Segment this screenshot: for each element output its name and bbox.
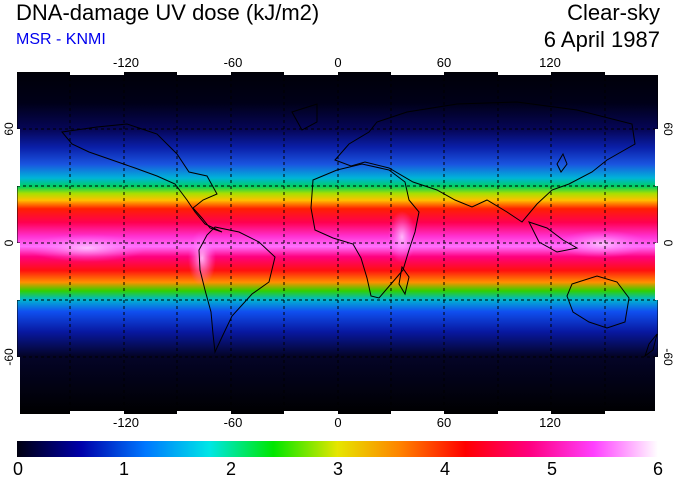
uv-maximum-andes: [188, 230, 216, 286]
uv-maximum-east-africa: [388, 211, 416, 263]
lat-tick-right-60n: 60: [661, 122, 675, 136]
colorbar-tick-5: 5: [546, 459, 558, 479]
map-date: 6 April 1987: [543, 27, 660, 52]
lon-tick-bottom-e120: 120: [539, 415, 561, 430]
lat-tick-left-0: 0: [2, 239, 16, 247]
uv-maximum-pacific: [27, 234, 147, 262]
lat-tick-right-60s: -60: [661, 348, 675, 366]
colorbar-tick-2: 2: [225, 459, 237, 479]
lon-tick-top-w60: -60: [223, 55, 243, 70]
lon-tick-bottom-w120: -120: [112, 415, 140, 430]
colorbar-tick-1: 1: [118, 459, 130, 479]
colorbar-tick-4: 4: [439, 459, 451, 479]
lon-tick-bottom-0: 0: [334, 415, 342, 430]
sky-condition: Clear-sky: [567, 0, 660, 25]
lon-tick-top-e120: 120: [539, 55, 561, 70]
colorbar-tick-3: 3: [332, 459, 344, 479]
map-border: [17, 72, 658, 414]
map-source: MSR - KNMI: [16, 31, 106, 48]
lon-tick-bottom-e60: 60: [436, 415, 452, 430]
colorbar-tick-0: 0: [12, 459, 24, 479]
lat-tick-right-0: 0: [661, 239, 675, 247]
lon-tick-top-0: 0: [334, 55, 342, 70]
lat-tick-left-60n: 60: [2, 122, 16, 136]
colorbar: [17, 441, 658, 457]
lon-tick-top-w120: -120: [112, 55, 140, 70]
lon-tick-top-e60: 60: [436, 55, 452, 70]
uv-dose-map: [17, 72, 658, 414]
colorbar-tick-6: 6: [652, 459, 664, 479]
lon-tick-bottom-w60: -60: [223, 415, 243, 430]
map-title: DNA-damage UV dose (kJ/m2): [16, 0, 320, 25]
uv-maximum-west-pacific: [557, 230, 647, 258]
graticule: [17, 72, 658, 414]
lat-tick-left-60s: -60: [2, 348, 16, 366]
colorbar-gradient: [17, 441, 658, 457]
coastlines: [61, 101, 658, 358]
